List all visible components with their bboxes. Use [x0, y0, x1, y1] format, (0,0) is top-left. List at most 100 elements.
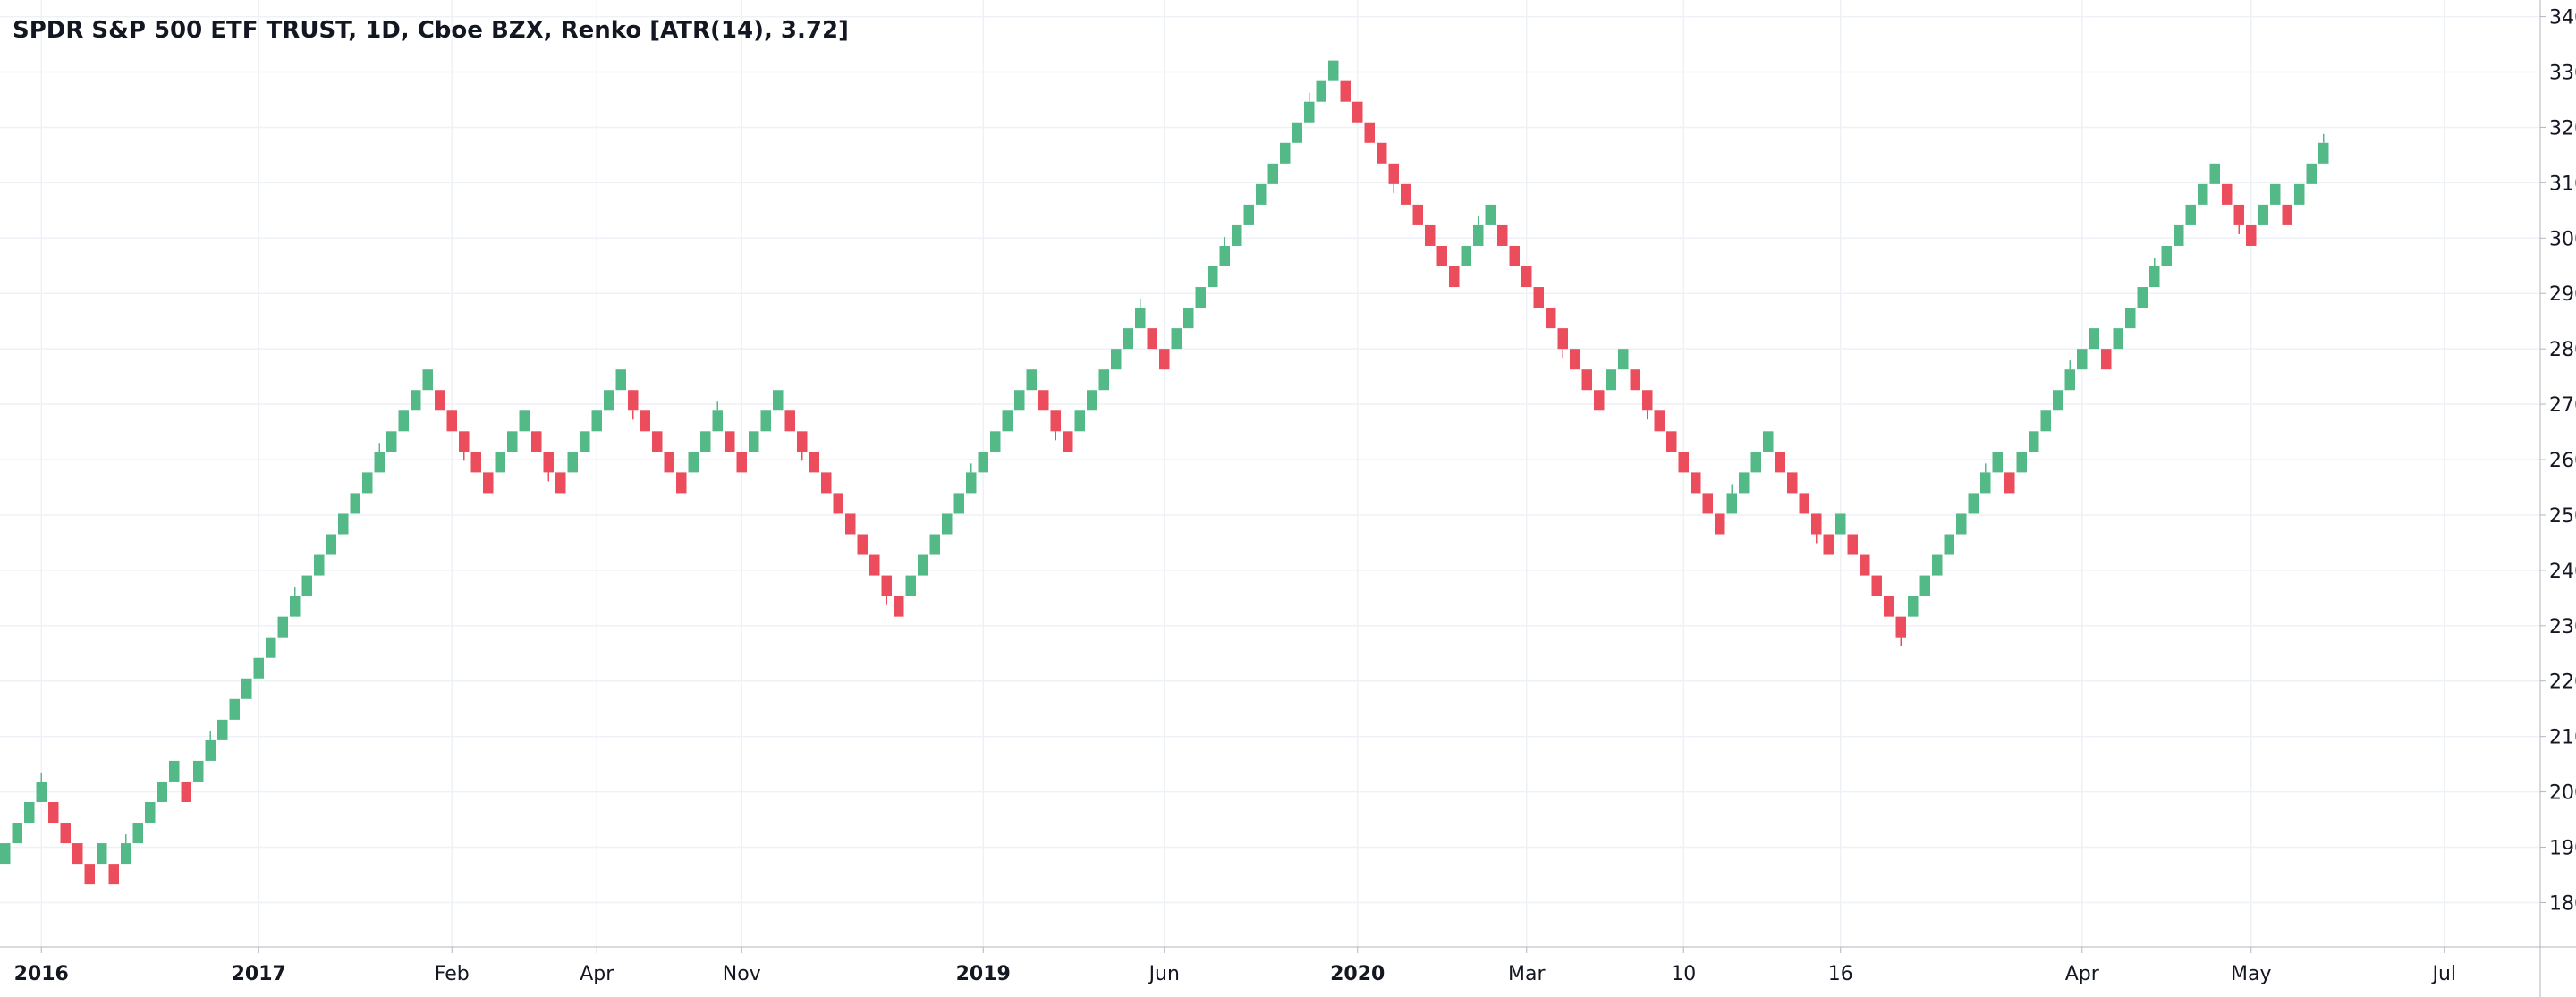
x-tick-label: Mar — [1508, 963, 1546, 985]
renko-brick-up — [1280, 142, 1291, 164]
renko-brick-up — [2306, 163, 2317, 184]
renko-brick-up — [2029, 431, 2039, 452]
renko-brick-up — [2064, 369, 2075, 391]
renko-brick-down — [1352, 101, 1363, 123]
renko-brick-up — [2040, 410, 2051, 432]
renko-brick-down — [1038, 390, 1049, 411]
renko-brick-up — [217, 719, 228, 740]
y-tick-label: 240.00 — [2549, 561, 2576, 583]
x-tick-label: Jun — [1148, 963, 1180, 985]
renko-brick-up — [2294, 183, 2305, 205]
renko-brick-up — [905, 575, 916, 596]
renko-brick-down — [459, 431, 470, 452]
y-tick-label: 260.00 — [2549, 450, 2576, 472]
renko-brick-down — [531, 431, 542, 452]
renko-brick-down — [1401, 183, 1411, 205]
renko-brick-up — [495, 452, 505, 473]
x-tick-label: 2017 — [232, 963, 286, 985]
renko-brick-up — [2077, 349, 2088, 370]
renko-brick-down — [1509, 245, 1520, 267]
x-tick-label: Apr — [580, 963, 614, 985]
renko-brick-up — [121, 843, 131, 865]
renko-brick-down — [676, 472, 687, 494]
renko-brick-up — [1098, 369, 1109, 391]
renko-brick-up — [1304, 101, 1315, 123]
renko-brick-up — [591, 410, 602, 432]
renko-brick-up — [266, 637, 276, 658]
renko-brick-down — [833, 493, 843, 514]
renko-brick-up — [567, 452, 578, 473]
renko-brick-down — [1533, 287, 1544, 308]
renko-brick-up — [1473, 224, 1484, 246]
time-axis[interactable]: 2016 2017 Feb Apr Nov 2019 Jun 2020 Mar 10 16 Apr Ma… — [14, 947, 2456, 985]
renko-brick-up — [12, 823, 22, 844]
renko-brick-down — [435, 390, 445, 411]
y-tick-label: 300.00 — [2549, 228, 2576, 250]
renko-brick-down — [1594, 390, 1605, 411]
y-tick-label: 180.00 — [2549, 892, 2576, 915]
renko-brick-up — [2258, 204, 2268, 225]
renko-brick-down — [1159, 349, 1170, 370]
renko-brick-down — [1884, 596, 1894, 617]
renko-brick-up — [1243, 204, 1254, 225]
renko-brick-up — [519, 410, 530, 432]
renko-brick-up — [2198, 183, 2208, 205]
y-tick-label: 290.00 — [2549, 283, 2576, 306]
renko-brick-up — [386, 431, 397, 452]
renko-brick-up — [2125, 308, 2136, 329]
renko-brick-down — [181, 781, 191, 802]
y-tick-label: 270.00 — [2549, 394, 2576, 417]
renko-brick-down — [543, 452, 554, 473]
renko-brick-down — [60, 823, 71, 844]
renko-brick-up — [277, 616, 288, 638]
x-tick-label: 10 — [1671, 963, 1696, 985]
y-tick-label: 330.00 — [2549, 63, 2576, 85]
renko-brick-down — [1702, 493, 1713, 514]
renko-brick-up — [1968, 493, 1979, 514]
x-tick-label: 2019 — [956, 963, 1011, 985]
price-axis[interactable]: 180.00 190.00 200.00 210.00 220.00 230.00 240.… — [2540, 7, 2576, 916]
renko-brick-down — [1340, 80, 1351, 102]
renko-brick-up — [411, 390, 421, 411]
renko-brick-down — [664, 452, 674, 473]
renko-brick-up — [953, 493, 964, 514]
renko-brick-down — [1799, 493, 1809, 514]
renko-brick-up — [253, 657, 264, 679]
renko-brick-up — [132, 823, 143, 844]
y-tick-label: 340.00 — [2549, 7, 2576, 30]
renko-brick-up — [773, 390, 784, 411]
y-tick-label: 200.00 — [2549, 782, 2576, 805]
renko-brick-up — [1232, 224, 1242, 246]
renko-brick-up — [507, 431, 518, 452]
renko-brick-down — [1690, 472, 1701, 494]
renko-brick-up — [350, 493, 360, 514]
renko-brick-up — [97, 843, 107, 865]
renko-brick-up — [169, 760, 180, 782]
renko-brick-up — [398, 410, 409, 432]
renko-brick-down — [881, 575, 892, 596]
renko-brick-up — [1316, 80, 1326, 102]
renko-brick-down — [640, 410, 650, 432]
renko-brick-up — [1932, 554, 1943, 576]
renko-brick-up — [1195, 287, 1206, 308]
renko-brick-up — [966, 472, 977, 494]
renko-brick-down — [446, 410, 457, 432]
renko-brick-down — [1063, 431, 1073, 452]
renko-brick-down — [1147, 328, 1157, 350]
y-tick-label: 250.00 — [2549, 505, 2576, 528]
renko-brick-down — [2282, 204, 2292, 225]
renko-brick-up — [0, 843, 11, 865]
renko-brick-up — [242, 678, 252, 699]
renko-brick-up — [157, 781, 167, 802]
renko-brick-up — [700, 431, 711, 452]
renko-brick-down — [1388, 163, 1399, 184]
y-tick-label: 310.00 — [2549, 173, 2576, 195]
renko-brick-down — [652, 431, 663, 452]
renko-brick-down — [1521, 266, 1532, 288]
renko-brick-down — [1630, 369, 1640, 391]
renko-brick-down — [784, 410, 795, 432]
x-tick-label: Nov — [723, 963, 761, 985]
renko-brick-down — [1666, 431, 1677, 452]
